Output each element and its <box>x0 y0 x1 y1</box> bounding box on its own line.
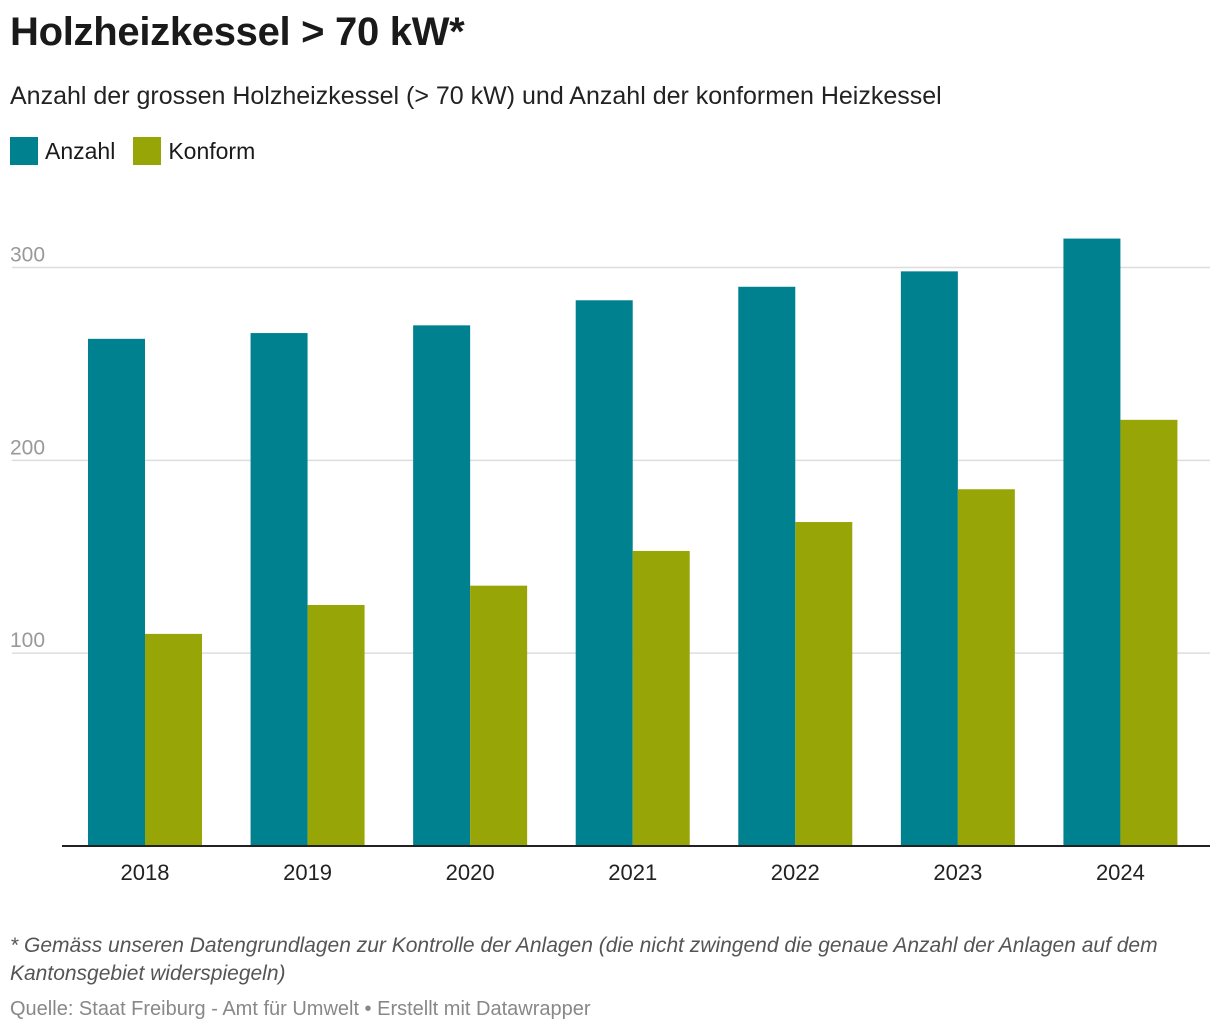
bar-konform-2020 <box>470 585 528 846</box>
bar-anzahl-2022 <box>738 286 796 846</box>
legend-swatch-konform <box>133 137 162 165</box>
chart-subtitle: Anzahl der grossen Holzheizkessel (> 70 … <box>10 82 942 110</box>
bar-konform-2021 <box>632 550 690 846</box>
bar-anzahl-2018 <box>88 338 145 846</box>
x-tick-label-2019: 2019 <box>283 860 332 885</box>
x-tick-label-2020: 2020 <box>446 860 495 885</box>
bar-anzahl-2023 <box>900 271 958 846</box>
legend-item-anzahl: Anzahl <box>10 137 115 165</box>
bar-konform-2022 <box>795 522 853 846</box>
y-tick-label-200: 200 <box>10 436 45 459</box>
bar-anzahl-2020 <box>413 325 471 847</box>
bar-chart: 100 200 300 2018 2019 2020 2021 2022 2023 2024 <box>10 238 1210 885</box>
x-tick-label-2018: 2018 <box>121 860 170 885</box>
bar-konform-2023 <box>957 489 1015 846</box>
bar-anzahl-2019 <box>250 333 308 846</box>
legend-label-konform: Konform <box>168 137 256 164</box>
legend: Anzahl Konform <box>10 137 273 165</box>
bar-konform-2018 <box>145 633 202 846</box>
bar-anzahl-2021 <box>575 300 633 846</box>
x-tick-label-2023: 2023 <box>933 860 982 885</box>
chart-title: Holzheizkessel > 70 kW* <box>10 10 465 54</box>
bar-anzahl-2024 <box>1063 238 1121 847</box>
legend-swatch-anzahl <box>10 137 38 165</box>
x-tick-label-2024: 2024 <box>1096 860 1145 885</box>
legend-label-anzahl: Anzahl <box>45 137 116 164</box>
legend-item-konform: Konform <box>133 137 255 165</box>
bar-konform-2019 <box>307 604 365 846</box>
y-tick-label-300: 300 <box>10 243 45 266</box>
y-tick-label-100: 100 <box>10 629 45 652</box>
x-tick-label-2022: 2022 <box>771 860 820 885</box>
x-tick-label-2021: 2021 <box>608 860 657 885</box>
footnote: * Gemäss unseren Datengrundlagen zur Kon… <box>10 934 1158 985</box>
source-line: Quelle: Staat Freiburg - Amt für Umwelt … <box>10 998 591 1020</box>
bar-konform-2024 <box>1120 419 1178 846</box>
